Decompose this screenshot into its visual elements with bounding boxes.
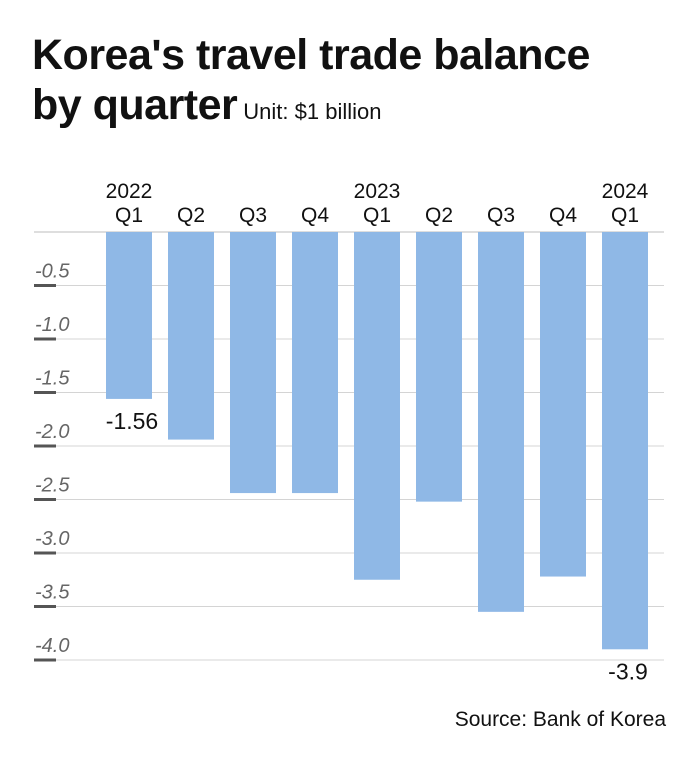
y-tick-label: -4.0	[35, 635, 69, 657]
x-tick-label: Q3	[487, 204, 515, 227]
title-line-2: by quarter Unit: $1 billion	[32, 80, 590, 137]
bar	[602, 232, 648, 650]
y-tick-label: -0.5	[35, 261, 70, 283]
unit-label: Unit: $1 billion	[243, 99, 382, 124]
x-tick-label: Q1	[611, 204, 639, 227]
bar	[292, 232, 338, 494]
bar	[416, 232, 462, 502]
x-tick-label: Q3	[239, 204, 267, 227]
y-tick-label: -1.0	[35, 314, 69, 336]
title-line-1: Korea's travel trade balance	[32, 31, 590, 79]
x-year-label: 2023	[354, 180, 401, 203]
y-tick-label: -1.5	[35, 368, 70, 390]
source-note: Source: Bank of Korea	[454, 708, 666, 731]
x-tick-label: Q4	[301, 204, 329, 227]
x-tick-label: Q1	[363, 204, 391, 227]
x-tick-label: Q2	[425, 204, 453, 227]
x-tick-label: Q1	[115, 204, 143, 227]
bar	[354, 232, 400, 580]
bar	[478, 232, 524, 612]
bar	[540, 232, 586, 577]
title-line-2-text: by quarter	[32, 81, 238, 129]
bar	[168, 232, 214, 440]
x-tick-label: Q2	[177, 204, 205, 227]
bar	[230, 232, 276, 494]
x-tick-label: Q4	[549, 204, 577, 227]
y-tick-label: -3.5	[35, 582, 70, 604]
bar	[106, 232, 152, 399]
y-tick-label: -2.0	[35, 421, 69, 443]
y-tick-label: -2.5	[35, 475, 70, 497]
x-year-label: 2022	[106, 180, 153, 203]
chart-title: Korea's travel trade balance by quarter U…	[32, 30, 590, 137]
data-label: -3.9	[608, 658, 648, 684]
data-label: -1.56	[106, 408, 158, 434]
y-tick-label: -3.0	[35, 528, 69, 550]
x-year-label: 2024	[602, 180, 649, 203]
